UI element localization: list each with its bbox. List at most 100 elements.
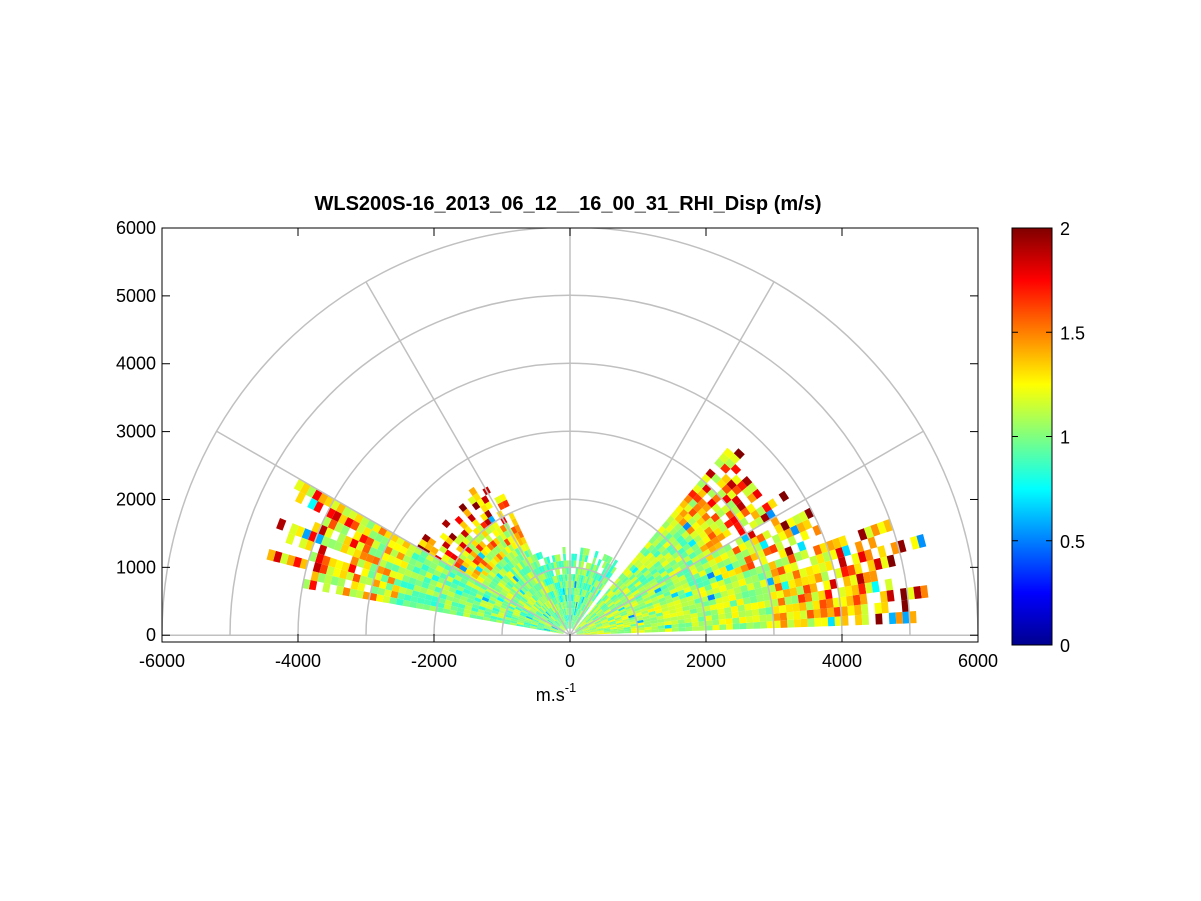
data-cell — [544, 625, 552, 629]
data-cell — [374, 533, 384, 543]
data-cell — [491, 591, 500, 597]
data-cell — [510, 620, 518, 624]
data-cell — [557, 568, 561, 576]
data-cell — [603, 607, 610, 613]
data-cell — [345, 571, 355, 581]
data-cell — [678, 627, 686, 632]
data-cell — [581, 596, 585, 604]
data-cell — [427, 584, 436, 592]
data-cell — [467, 594, 476, 601]
data-cell — [546, 578, 551, 586]
data-cell — [499, 524, 507, 533]
data-cell — [476, 576, 485, 583]
data-cell — [827, 616, 835, 627]
data-cell — [553, 561, 557, 569]
data-cell — [567, 608, 569, 615]
data-cell — [477, 562, 486, 570]
data-cell — [691, 617, 699, 623]
data-cell — [525, 582, 532, 589]
data-cell — [500, 567, 508, 575]
data-cell — [499, 493, 507, 502]
data-cell — [704, 615, 712, 621]
data-cell — [346, 546, 356, 557]
x-axis-ticks: -6000 -4000 -2000 0 2000 4000 6000 — [139, 228, 998, 671]
data-cell — [549, 591, 555, 599]
data-cell — [482, 579, 491, 587]
data-cell — [582, 604, 587, 612]
data-cell — [301, 528, 312, 540]
data-cell — [687, 517, 697, 526]
data-cell — [490, 593, 498, 600]
data-cell — [802, 519, 813, 531]
data-cell — [652, 599, 660, 605]
data-cell — [485, 605, 494, 610]
data-cell — [585, 583, 590, 591]
data-cell — [490, 580, 498, 588]
data-cell — [544, 594, 549, 601]
data-cell — [583, 631, 591, 633]
data-cell — [566, 594, 569, 602]
data-cell — [548, 592, 553, 599]
data-cell — [799, 530, 810, 541]
data-cell — [550, 615, 557, 621]
data-cell — [385, 582, 394, 591]
data-cell — [543, 627, 551, 631]
data-cell — [480, 512, 489, 522]
data-cell — [530, 607, 537, 613]
data-cell — [352, 573, 361, 583]
data-cell — [470, 587, 479, 594]
data-cell — [609, 622, 617, 626]
data-cell — [737, 557, 747, 567]
data-cell — [483, 593, 491, 600]
data-cell — [581, 623, 588, 628]
data-cell — [639, 588, 647, 595]
data-cell — [323, 574, 333, 585]
data-cell — [609, 592, 616, 599]
data-cell — [551, 598, 556, 605]
data-cell — [538, 566, 544, 574]
data-cell — [804, 592, 813, 603]
colorbar-tick-label: 1.5 — [1060, 323, 1085, 343]
data-cell — [323, 495, 335, 508]
data-cell — [579, 596, 584, 604]
data-cell — [699, 544, 709, 553]
data-cell — [358, 533, 369, 544]
data-cell — [547, 600, 553, 607]
data-cell — [439, 593, 448, 600]
data-cell — [780, 620, 788, 628]
data-cell — [581, 568, 586, 576]
data-cell — [648, 590, 656, 597]
data-cell — [614, 588, 621, 595]
data-cell — [702, 535, 711, 544]
data-cell — [536, 610, 543, 616]
data-cell — [579, 568, 583, 576]
data-cell — [654, 587, 662, 594]
data-cell — [472, 558, 481, 566]
data-cell — [748, 567, 758, 577]
x-axis-label-superscript: -1 — [565, 680, 577, 695]
data-cell — [683, 609, 691, 616]
data-cell — [562, 553, 567, 561]
data-cell — [623, 626, 631, 630]
data-cell — [612, 597, 620, 604]
data-cell — [715, 508, 726, 518]
data-cell — [548, 618, 555, 623]
data-cell — [530, 562, 536, 570]
data-cell — [510, 618, 518, 623]
data-cell — [489, 596, 497, 602]
data-cell — [656, 577, 665, 585]
data-cell — [502, 565, 510, 573]
data-cell — [641, 610, 649, 615]
data-cell — [705, 468, 716, 479]
data-cell — [591, 614, 598, 620]
data-cell — [583, 590, 588, 598]
data-cell — [566, 608, 569, 615]
data-cell — [266, 549, 276, 562]
data-cell — [751, 574, 760, 583]
data-cell — [595, 624, 603, 628]
data-cell — [695, 602, 703, 609]
data-cell — [581, 554, 586, 562]
data-cell — [516, 623, 524, 627]
data-cell — [681, 530, 690, 540]
data-cell — [511, 586, 519, 593]
